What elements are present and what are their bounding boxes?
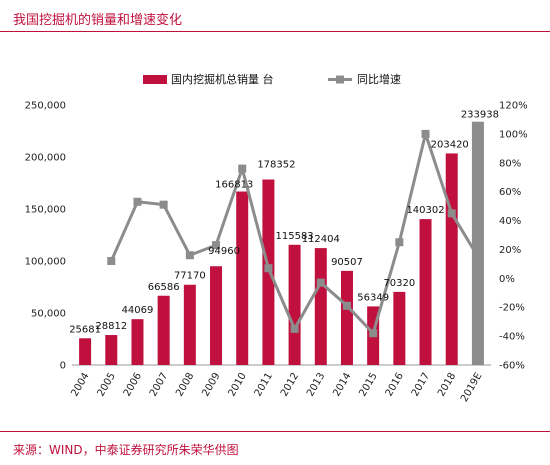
y-right-tick-label: 20% <box>499 245 521 256</box>
bar-value-label: 112404 <box>302 234 340 245</box>
x-tick-label: 2007 <box>148 371 170 399</box>
y-right-tick-label: 40% <box>499 216 521 227</box>
y-right-tick-label: -60% <box>499 361 525 372</box>
y-right-tick-label: 80% <box>499 158 521 169</box>
line-point <box>342 301 351 310</box>
x-tick-label: 2017 <box>410 371 432 399</box>
bar-value-label: 166813 <box>215 180 253 191</box>
y-left-tick-label: 250,000 <box>25 101 66 112</box>
line-point <box>369 329 378 338</box>
x-tick-label: 2013 <box>305 371 327 399</box>
y-right-tick-label: -20% <box>499 303 525 314</box>
bar-value-label: 178352 <box>257 160 295 171</box>
y-right-tick-label: 0% <box>499 274 515 285</box>
line-point <box>107 257 116 265</box>
y-right-tick-label: 60% <box>499 187 521 198</box>
legend: 国内挖掘机总销量 台 同比增速 <box>143 72 401 86</box>
bar-value-label: 115583 <box>276 231 314 242</box>
line-point <box>133 197 142 206</box>
bar <box>236 191 249 365</box>
bar-value-label: 233938 <box>461 110 499 121</box>
legend-bar-label: 国内挖掘机总销量 台 <box>171 72 274 86</box>
bar-series <box>79 121 484 365</box>
line-point <box>159 200 168 209</box>
bar-value-label: 70320 <box>383 278 415 289</box>
x-tick-label: 2011 <box>253 371 275 399</box>
line-point <box>238 164 247 173</box>
bar <box>183 284 196 365</box>
bar <box>210 266 223 365</box>
x-tick-label: 2015 <box>358 371 380 399</box>
bar <box>393 291 406 365</box>
bar-value-label: 28812 <box>95 321 127 332</box>
bar <box>79 338 92 365</box>
bar <box>262 179 275 365</box>
bar-value-label: 94960 <box>208 246 240 257</box>
bar <box>157 295 170 365</box>
line-point <box>447 209 456 218</box>
y-right-tick-label: 120% <box>499 101 528 112</box>
chart-title: 我国挖掘机的销量和增速变化 <box>13 13 183 28</box>
x-tick-label: 2005 <box>96 371 118 399</box>
line-point <box>421 129 430 138</box>
y-left-tick-label: 0 <box>60 361 66 372</box>
x-tick-label: 2014 <box>331 371 353 399</box>
line-point <box>185 251 194 260</box>
line-point <box>316 278 325 287</box>
line-point <box>212 241 221 250</box>
x-tick-label: 2016 <box>384 371 406 399</box>
bar <box>131 319 144 365</box>
legend-bar-swatch <box>143 75 167 84</box>
legend-line-marker <box>336 75 344 84</box>
bar-value-label: 56349 <box>357 292 389 303</box>
bar <box>419 219 432 365</box>
bar <box>105 335 118 365</box>
x-tick-label: 2012 <box>279 371 301 399</box>
bar <box>445 153 458 365</box>
y-left-tick-label: 100,000 <box>25 257 66 268</box>
x-tick-label: 2010 <box>227 371 249 399</box>
title-rule <box>0 31 550 32</box>
bar <box>471 121 484 365</box>
bar <box>314 248 327 365</box>
x-tick-label: 2009 <box>200 371 222 399</box>
bar-value-label: 25681 <box>69 324 101 335</box>
bar-value-label: 90507 <box>331 257 363 268</box>
y-left-tick-label: 50,000 <box>31 309 66 320</box>
bar-value-label: 140302 <box>406 205 444 216</box>
line-point <box>395 238 404 247</box>
line-point <box>290 324 299 333</box>
bar-value-label: 44069 <box>122 305 154 316</box>
x-tick-label: 2006 <box>122 371 144 399</box>
line-point <box>473 252 482 261</box>
source-rule <box>0 431 550 432</box>
bar-value-label: 77170 <box>174 271 206 282</box>
bar-value-label: 203420 <box>431 139 469 150</box>
bar <box>340 270 353 365</box>
x-tick-label: 2019E <box>459 371 484 404</box>
bar-value-label: 66586 <box>148 282 180 293</box>
y-right-tick-label: 100% <box>499 129 528 140</box>
y-left-tick-label: 200,000 <box>25 153 66 164</box>
legend-line-label: 同比增速 <box>357 72 401 86</box>
y-right-tick-label: -40% <box>499 332 525 343</box>
line-point <box>264 264 273 273</box>
x-tick-label: 2018 <box>436 371 458 399</box>
source-note: 来源：WIND，中泰证券研究所朱荣华供图 <box>13 443 239 457</box>
y-left-tick-label: 150,000 <box>25 205 66 216</box>
line-series <box>107 129 482 338</box>
x-tick-label: 2008 <box>174 371 196 399</box>
bar <box>288 244 301 365</box>
x-tick-label: 2004 <box>69 371 91 399</box>
